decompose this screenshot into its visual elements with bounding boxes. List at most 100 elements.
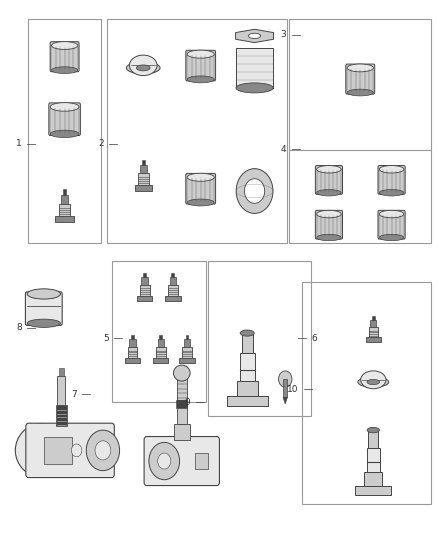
Ellipse shape <box>317 190 341 196</box>
Text: 8: 8 <box>16 324 22 332</box>
Bar <box>159 335 162 340</box>
Bar <box>366 337 381 342</box>
Ellipse shape <box>248 33 261 38</box>
Ellipse shape <box>367 379 380 385</box>
Bar <box>227 397 268 407</box>
FancyBboxPatch shape <box>346 64 374 94</box>
Bar <box>156 347 166 358</box>
Bar <box>174 424 190 440</box>
Ellipse shape <box>130 55 157 76</box>
Bar <box>289 19 431 243</box>
Bar <box>182 347 192 358</box>
Bar <box>131 335 134 340</box>
Bar <box>195 453 208 469</box>
Bar <box>165 296 180 301</box>
Bar <box>168 285 178 296</box>
Bar <box>141 160 145 165</box>
Ellipse shape <box>317 166 341 173</box>
Ellipse shape <box>50 130 79 138</box>
FancyBboxPatch shape <box>186 173 215 204</box>
FancyBboxPatch shape <box>49 103 81 135</box>
FancyBboxPatch shape <box>144 437 219 486</box>
Text: 4: 4 <box>281 145 286 154</box>
Ellipse shape <box>50 103 79 111</box>
Ellipse shape <box>317 211 341 218</box>
Bar <box>56 216 74 222</box>
Circle shape <box>71 444 82 457</box>
Bar <box>138 173 149 185</box>
Bar <box>372 316 374 320</box>
Ellipse shape <box>187 50 214 58</box>
Bar <box>367 448 380 472</box>
Ellipse shape <box>15 424 68 477</box>
FancyBboxPatch shape <box>50 42 79 72</box>
Bar <box>240 353 254 381</box>
Ellipse shape <box>27 289 60 299</box>
Bar <box>184 340 190 347</box>
Bar <box>179 358 195 363</box>
Ellipse shape <box>136 65 150 71</box>
Ellipse shape <box>317 235 341 241</box>
Circle shape <box>236 168 273 213</box>
Text: 9: 9 <box>185 398 191 407</box>
Ellipse shape <box>187 199 214 206</box>
Bar <box>208 261 311 416</box>
Bar <box>141 277 148 285</box>
Ellipse shape <box>379 190 404 196</box>
Text: 2: 2 <box>98 140 104 148</box>
FancyBboxPatch shape <box>25 292 62 325</box>
Bar <box>170 277 176 285</box>
Bar <box>355 486 391 495</box>
Circle shape <box>149 442 180 480</box>
Bar <box>137 296 152 301</box>
Ellipse shape <box>358 377 389 387</box>
Bar <box>56 405 67 426</box>
Ellipse shape <box>126 62 160 74</box>
Bar <box>177 397 187 424</box>
Bar <box>44 437 72 464</box>
Circle shape <box>158 453 171 469</box>
FancyBboxPatch shape <box>378 211 405 239</box>
Text: 6: 6 <box>311 334 317 343</box>
Bar <box>153 358 168 363</box>
Bar <box>61 195 68 204</box>
Ellipse shape <box>187 173 214 181</box>
Bar <box>302 282 431 504</box>
FancyBboxPatch shape <box>378 166 405 195</box>
Bar <box>177 378 187 400</box>
FancyBboxPatch shape <box>315 211 343 239</box>
Bar <box>59 368 64 376</box>
Bar <box>125 358 140 363</box>
Bar <box>237 381 258 397</box>
Bar <box>134 185 152 191</box>
Circle shape <box>279 371 292 387</box>
Bar <box>236 48 273 88</box>
Ellipse shape <box>52 42 78 50</box>
Bar <box>158 340 164 347</box>
Ellipse shape <box>379 211 404 218</box>
FancyBboxPatch shape <box>315 166 343 195</box>
Text: 10: 10 <box>287 385 299 393</box>
Bar <box>283 379 287 397</box>
Ellipse shape <box>173 365 190 381</box>
Bar <box>140 285 149 296</box>
Bar <box>364 472 382 486</box>
Circle shape <box>244 179 265 203</box>
Ellipse shape <box>236 83 273 93</box>
Bar <box>57 376 65 405</box>
Bar <box>143 273 146 277</box>
Ellipse shape <box>347 64 373 72</box>
Bar <box>127 347 138 358</box>
Bar <box>172 273 174 277</box>
Ellipse shape <box>379 235 404 241</box>
Bar <box>186 335 188 340</box>
Bar <box>129 340 136 347</box>
Bar <box>368 430 378 448</box>
Bar <box>140 165 147 173</box>
Circle shape <box>86 430 120 471</box>
Text: 1: 1 <box>16 140 22 148</box>
Polygon shape <box>283 397 287 404</box>
Bar <box>28 19 101 243</box>
Ellipse shape <box>360 371 386 389</box>
Ellipse shape <box>347 89 373 96</box>
